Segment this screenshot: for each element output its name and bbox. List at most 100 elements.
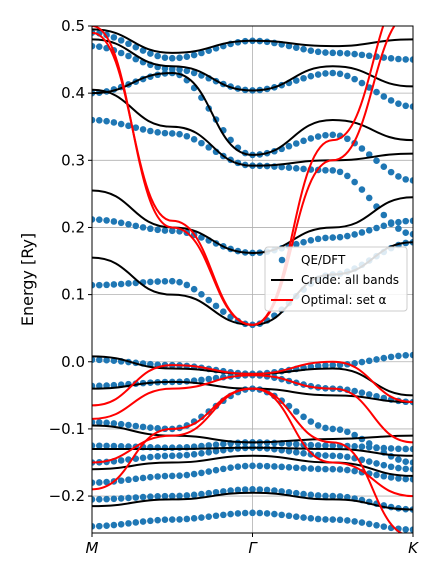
y-tick-label: 0.1 [61, 286, 85, 304]
dft-point [307, 47, 315, 54]
dft-point [307, 135, 315, 142]
dft-point [329, 442, 337, 450]
dft-point [183, 132, 191, 140]
band-line [92, 189, 413, 254]
dft-point [271, 439, 278, 447]
dft-point [307, 441, 315, 449]
dft-point [322, 452, 329, 459]
dft-point [336, 516, 344, 524]
dft-point [322, 516, 329, 523]
dft-point [92, 442, 96, 450]
dft-point [125, 494, 132, 502]
dft-point [212, 488, 220, 496]
dft-point [285, 447, 293, 455]
dft-point [92, 382, 96, 390]
dft-point [409, 459, 413, 466]
dft-point [190, 515, 198, 522]
dft-point [132, 519, 140, 526]
dft-point [271, 487, 278, 494]
dft-point [402, 217, 410, 225]
dft-point [285, 142, 293, 150]
dft-point [161, 54, 169, 61]
dft-point [402, 458, 410, 466]
dft-point [336, 452, 344, 460]
dft-point [212, 302, 220, 310]
dft-point [314, 133, 322, 140]
dft-point [139, 47, 147, 54]
dft-point [351, 75, 358, 83]
dft-point [351, 467, 358, 475]
dft-point [409, 526, 413, 533]
band-line [92, 446, 413, 457]
dft-point [358, 79, 366, 87]
dft-point [351, 178, 358, 186]
dft-point [176, 452, 183, 459]
dft-point [132, 55, 140, 63]
dft-point [380, 461, 388, 469]
dft-point [95, 496, 103, 503]
dft-point [300, 45, 307, 53]
dft-point [380, 523, 388, 530]
dft-point [139, 126, 147, 133]
dft-point [395, 352, 402, 360]
legend-label: Optimal: set α [301, 293, 386, 307]
dft-point [402, 56, 410, 63]
y-tick-label: 0.5 [61, 17, 85, 35]
dft-point [205, 448, 213, 456]
dft-point [285, 488, 293, 496]
dft-point [227, 510, 234, 518]
dft-point [409, 217, 413, 225]
dft-point [329, 49, 337, 57]
dft-point [387, 463, 395, 471]
dft-point [402, 176, 410, 183]
dft-point [190, 69, 198, 77]
dft-point [329, 361, 337, 369]
dft-point [307, 465, 315, 472]
dft-point [351, 387, 358, 395]
dft-point [147, 453, 154, 461]
dft-point [183, 492, 191, 499]
y-axis-label: Energy [Ry] [18, 233, 37, 326]
dft-point [110, 281, 118, 288]
dft-point [103, 478, 110, 486]
dft-point [212, 466, 220, 474]
dft-point [139, 493, 147, 501]
band-line [92, 374, 413, 444]
dft-point [278, 463, 285, 471]
ticks: M Γ K −0.2 −0.1 0.0 0.1 0.2 0.3 0.4 0.5 [49, 17, 420, 557]
dft-point [300, 514, 307, 521]
x-tick-label: Γ [248, 539, 258, 557]
dft-point [190, 51, 198, 59]
band-line [92, 28, 413, 54]
dft-point [387, 353, 395, 361]
dft-point [300, 464, 307, 472]
dft-point [395, 225, 402, 232]
dft-point [329, 465, 337, 473]
dft-point [329, 425, 337, 433]
dft-point [307, 491, 315, 499]
dft-point [125, 520, 132, 527]
legend-box [264, 246, 408, 312]
dft-point [198, 49, 205, 57]
band-line [92, 454, 413, 477]
dft-point [220, 488, 227, 495]
dft-point [117, 120, 125, 128]
dft-point [373, 356, 380, 363]
dft-point [154, 493, 161, 500]
dft-point [154, 226, 161, 234]
y-tick-label: −0.1 [49, 420, 85, 438]
dft-point [263, 462, 271, 470]
dft-point [387, 445, 395, 452]
dft-point [92, 418, 96, 426]
dft-point [373, 392, 380, 400]
dft-point [161, 516, 169, 524]
dft-point [307, 515, 315, 522]
dft-point [125, 40, 132, 48]
dft-point [117, 457, 125, 464]
dft-point [329, 492, 337, 500]
dft-point [278, 511, 285, 519]
dft-point [154, 52, 161, 60]
dft-point [322, 465, 329, 473]
dft-point [249, 486, 256, 493]
